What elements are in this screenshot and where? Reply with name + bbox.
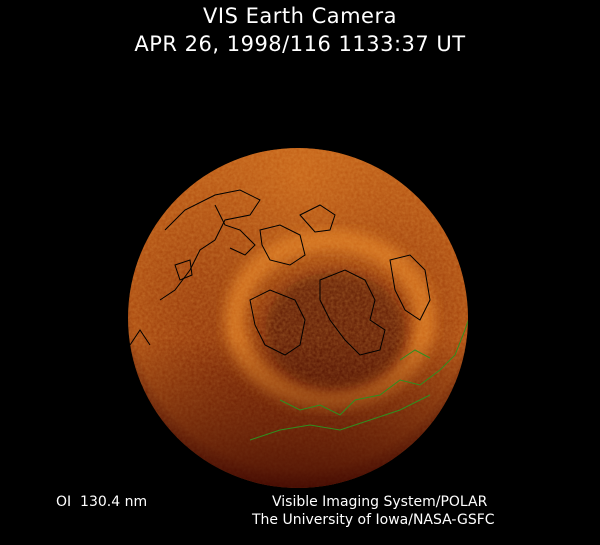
coastlines [129, 189, 431, 356]
image-timestamp: APR 26, 1998/116 1133:37 UT [134, 32, 466, 56]
wavelength-label: OI 130.4 nm [56, 494, 148, 510]
image-title: VIS Earth Camera [203, 4, 397, 28]
instrument-label: Visible Imaging System/POLAR [272, 494, 488, 510]
organization-label: The University of Iowa/NASA-GSFC [252, 512, 495, 528]
